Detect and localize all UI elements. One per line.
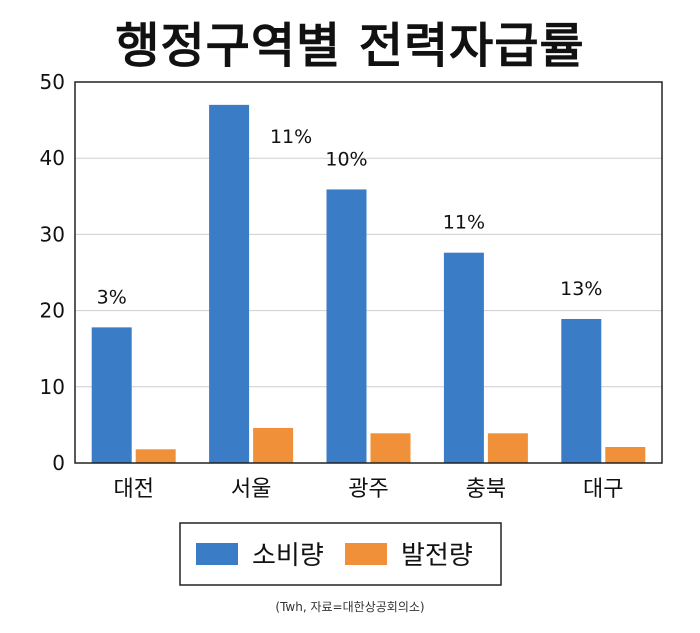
legend-label: 소비량 xyxy=(252,541,324,571)
legend: 소비량 발전량 xyxy=(179,522,502,586)
x-tick-label: 충북 xyxy=(466,477,506,502)
bar-generation xyxy=(370,433,411,463)
bar-generation xyxy=(135,449,176,463)
bar-annotation: 10% xyxy=(325,148,367,170)
x-tick-label: 광주 xyxy=(348,477,388,502)
x-axis-ticks: 대전 서울 광주 충북 대구 xyxy=(113,477,623,502)
bar-consumption xyxy=(561,318,602,463)
x-tick-label: 대전 xyxy=(113,477,153,502)
bar-consumption xyxy=(443,252,484,463)
bar-consumption xyxy=(326,189,367,463)
bar-annotation: 11% xyxy=(270,126,312,148)
bar-generation xyxy=(605,446,646,463)
bar-consumption xyxy=(91,327,132,463)
y-tick-label: 0 xyxy=(52,451,65,475)
y-tick-label: 50 xyxy=(40,70,65,94)
bar-annotations: 3% 11% 10% 11% 13% xyxy=(97,126,603,309)
bar-consumption xyxy=(209,104,250,464)
chart-title: 행정구역별 전력자급률 xyxy=(115,18,585,74)
y-tick-label: 10 xyxy=(40,375,65,399)
bar-annotation: 11% xyxy=(443,212,485,234)
y-axis-ticks: 0 10 20 30 40 50 xyxy=(40,70,65,475)
bar-annotation: 3% xyxy=(97,286,127,308)
source-note: (Twh, 자료=대한상공회의소) xyxy=(275,600,425,614)
bar-generation xyxy=(253,427,294,463)
bar-generation xyxy=(487,433,528,463)
y-tick-label: 30 xyxy=(40,222,65,246)
plot-frame xyxy=(74,81,663,464)
x-tick-label: 서울 xyxy=(231,477,271,502)
legend-swatch xyxy=(345,543,387,565)
y-tick-label: 20 xyxy=(40,299,65,323)
legend-label: 발전량 xyxy=(401,541,473,571)
y-tick-label: 40 xyxy=(40,146,65,170)
bar-annotation: 13% xyxy=(560,278,602,300)
bars xyxy=(91,104,646,464)
legend-swatch xyxy=(196,543,238,565)
x-tick-label: 대구 xyxy=(583,477,623,502)
